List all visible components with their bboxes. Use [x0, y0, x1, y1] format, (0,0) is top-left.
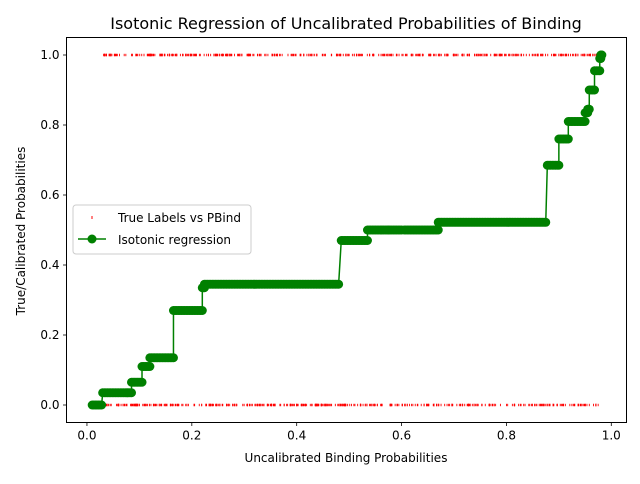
plot-area [87, 50, 607, 410]
isotonic-marker [197, 306, 207, 315]
y-tick-label: 1.0 [40, 48, 59, 62]
isotonic-marker [597, 50, 607, 60]
y-tick-label: 0.6 [40, 188, 59, 202]
isotonic-marker [541, 217, 551, 227]
isotonic-marker [595, 66, 605, 76]
isotonic-marker [584, 104, 594, 114]
isotonic-marker [145, 362, 155, 371]
isotonic-marker [362, 236, 372, 245]
isotonic-marker [168, 353, 178, 363]
isotonic-marker [334, 279, 344, 289]
legend-box [72, 204, 252, 255]
isotonic-marker [137, 377, 147, 387]
x-tick-label: 0.8 [497, 429, 516, 443]
chart-title: Isotonic Regression of Uncalibrated Prob… [110, 14, 582, 33]
isotonic-marker [580, 117, 590, 126]
isotonic-marker [590, 85, 600, 95]
legend-label-isotonic-regression: Isotonic regression [118, 233, 231, 247]
legend-label-true-labels: True Labels vs PBind [117, 211, 241, 225]
legend-swatch-isotonic-marker [87, 234, 97, 244]
axis-ticks: 0.0 0.2 0.4 0.6 0.8 1.0 0.0 0.2 0.4 0.6 0.8 1.0 [40, 48, 620, 443]
y-tick-label: 0.8 [40, 118, 59, 132]
isotonic-marker [563, 134, 573, 144]
x-tick-label: 0.6 [392, 429, 411, 443]
y-tick-label: 0.0 [40, 398, 59, 412]
x-tick-label: 1.0 [602, 429, 621, 443]
isotonic-marker [433, 225, 443, 235]
isotonic-marker [554, 160, 564, 170]
isotonic-marker [127, 388, 137, 398]
x-tick-label: 0.2 [182, 429, 201, 443]
x-tick-label: 0.0 [77, 429, 96, 443]
y-tick-label: 0.4 [40, 258, 59, 272]
y-axis-label: True/Calibrated Probabilities [14, 147, 28, 317]
axes-frame [66, 37, 627, 423]
x-tick-label: 0.4 [287, 429, 306, 443]
legend: True Labels vs PBind Isotonic regression [72, 204, 252, 255]
y-tick-label: 0.2 [40, 328, 59, 342]
x-axis-label: Uncalibrated Binding Probabilities [245, 451, 448, 465]
isotonic-marker [97, 400, 107, 410]
